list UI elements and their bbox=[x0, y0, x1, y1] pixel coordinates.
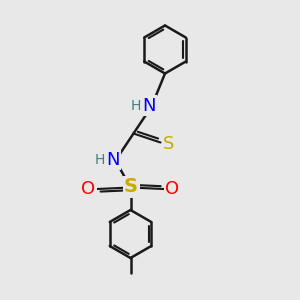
Text: H: H bbox=[131, 99, 141, 113]
Text: N: N bbox=[106, 151, 119, 169]
Text: H: H bbox=[95, 153, 105, 167]
Text: O: O bbox=[165, 180, 180, 198]
Text: O: O bbox=[81, 180, 96, 198]
Text: S: S bbox=[163, 135, 175, 153]
Text: S: S bbox=[124, 177, 138, 196]
Text: N: N bbox=[142, 97, 155, 115]
